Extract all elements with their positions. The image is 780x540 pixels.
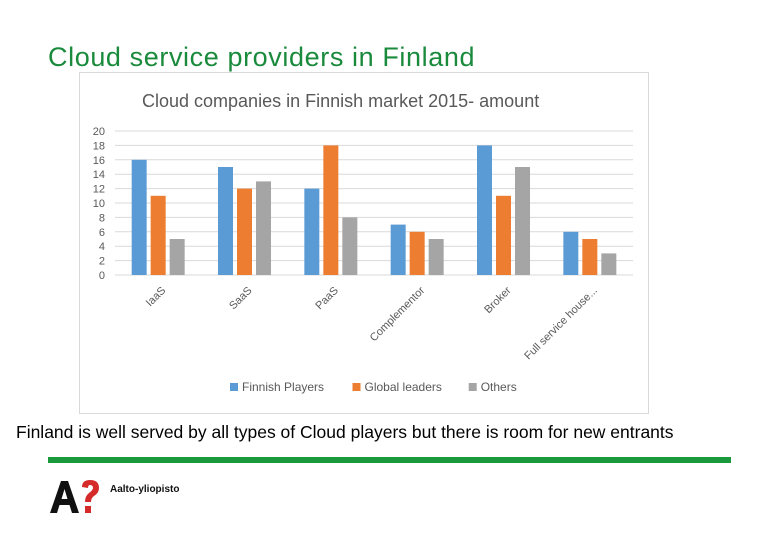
gridlines	[115, 130, 633, 276]
y-tick-label: 16	[93, 155, 105, 167]
y-tick-label: 14	[93, 169, 105, 181]
legend-swatch	[230, 383, 238, 391]
y-tick-label: 8	[99, 212, 105, 224]
slide-caption: Finland is well served by all types of C…	[16, 422, 674, 442]
bar	[409, 231, 425, 275]
slide-title: Cloud service providers in Finland	[48, 42, 476, 72]
green-divider	[48, 457, 731, 463]
y-tick-label: 2	[99, 256, 105, 268]
bars	[131, 145, 617, 275]
bar	[515, 167, 530, 275]
bar	[237, 188, 252, 275]
y-tick-label: 4	[99, 241, 105, 253]
y-tick-label: 18	[93, 140, 105, 152]
bar	[390, 224, 406, 275]
x-tick-label: Complementor	[368, 284, 428, 344]
legend-swatch	[352, 383, 361, 391]
legend-label: Global leaders	[365, 380, 442, 394]
y-tick-label: 20	[93, 126, 105, 138]
bar	[304, 188, 320, 275]
legend-swatch	[468, 383, 477, 391]
bar	[150, 195, 166, 275]
bar	[169, 239, 185, 275]
legend: Finnish Players Global leaders Others	[230, 380, 517, 394]
y-tick-label: 12	[93, 184, 105, 196]
logo-text: Aalto-yliopisto	[110, 484, 180, 495]
y-tick-label: 10	[93, 198, 105, 210]
legend-label: Finnish Players	[242, 380, 324, 394]
bar-chart: Cloud companies in Finnish market 2015- …	[79, 72, 649, 414]
bar	[428, 239, 444, 275]
bar	[582, 239, 598, 275]
bar	[218, 167, 233, 275]
bar	[131, 159, 147, 275]
y-tick-label: 6	[99, 227, 105, 239]
x-tick-label: PaaS	[313, 285, 341, 313]
chart-title: Cloud companies in Finnish market 2015- …	[142, 91, 539, 111]
chart-svg: Cloud companies in Finnish market 2015- …	[93, 91, 633, 394]
bar	[342, 217, 358, 275]
x-axis-labels: IaaS SaaS PaaS Complementor Broker Full servi…	[144, 284, 600, 362]
x-tick-label: Broker	[482, 284, 514, 316]
x-tick-label: SaaS	[227, 285, 255, 313]
x-tick-label: IaaS	[144, 285, 168, 309]
bar	[323, 145, 339, 275]
x-tick-label: Full service house...	[522, 285, 600, 363]
bar	[256, 181, 271, 275]
bar	[563, 231, 579, 275]
y-axis-ticks: 0 2 4 6 8 10 12 14 16 18 20	[93, 126, 105, 282]
bar	[496, 195, 511, 275]
bar	[601, 253, 617, 275]
legend-label: Others	[481, 380, 517, 394]
y-tick-label: 0	[99, 270, 105, 282]
aalto-logo-icon	[50, 480, 99, 513]
bar	[477, 145, 492, 275]
